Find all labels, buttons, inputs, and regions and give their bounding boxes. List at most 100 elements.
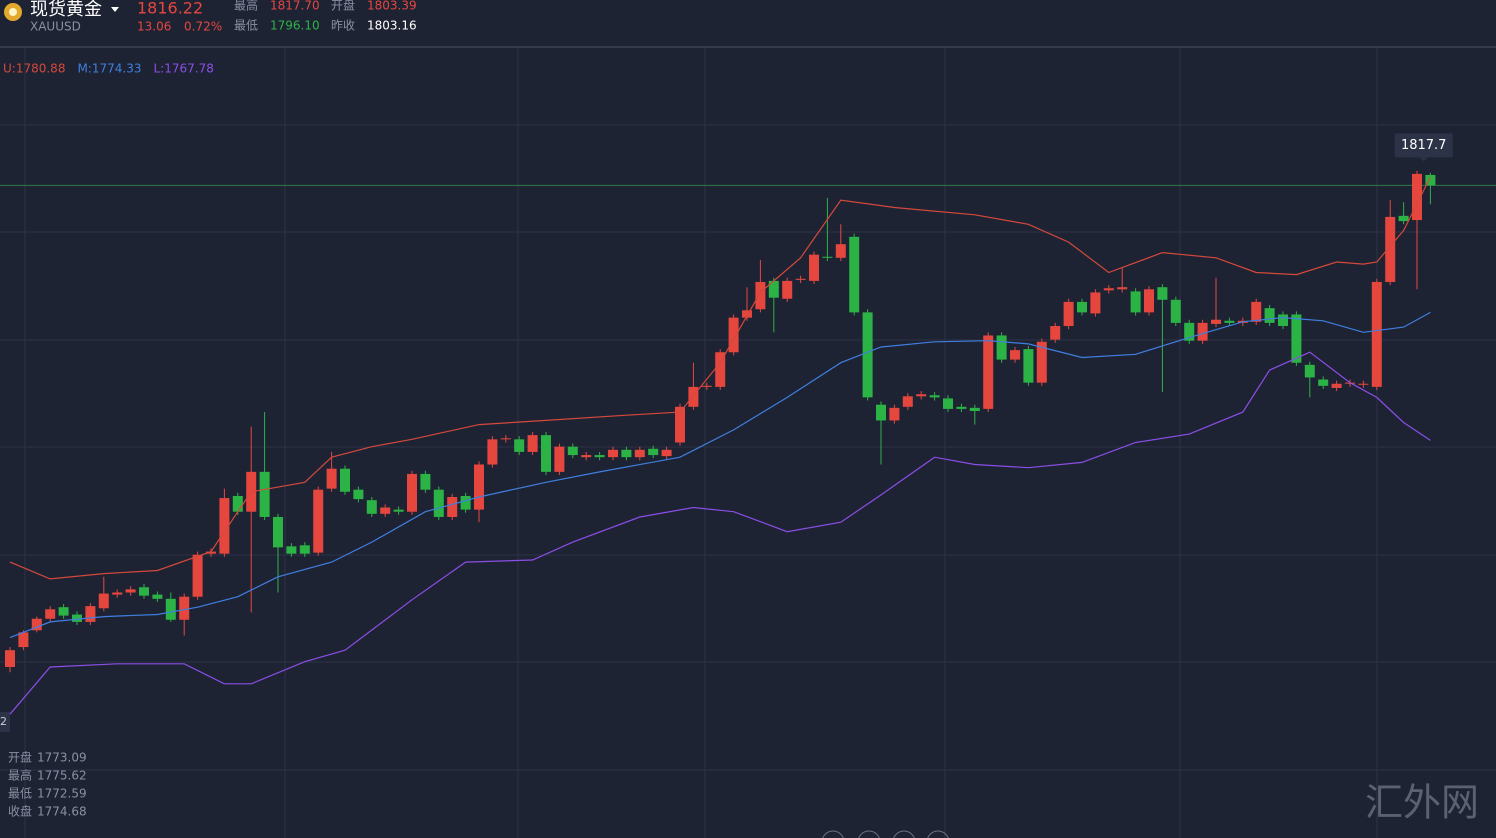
candle-body: [1103, 288, 1114, 291]
candle-body: [219, 498, 230, 554]
candle-body: [1117, 287, 1128, 290]
candle-body: [460, 495, 471, 510]
candle-body: [996, 335, 1007, 360]
candle-body: [795, 278, 806, 280]
price-tooltip-label: 1817.7: [1401, 138, 1447, 153]
candle-body: [608, 449, 618, 458]
candle-body: [1224, 320, 1235, 323]
price-tooltip-pointer: [1419, 157, 1428, 162]
candle-body: [393, 509, 404, 512]
gold-icon-inner: [9, 8, 17, 16]
candle-body: [5, 650, 15, 667]
candle-body: [1291, 314, 1302, 363]
candle-body: [902, 396, 913, 407]
ohlc-value: 1775.62: [37, 769, 87, 783]
legend-entry: L:1767.78: [153, 62, 213, 76]
candle-body: [474, 464, 484, 510]
candle-body: [326, 468, 337, 489]
price-change: 13.06: [137, 20, 171, 34]
candle-body: [18, 632, 29, 648]
ohlc-value: 1773.09: [37, 751, 87, 765]
candle-body: [835, 244, 846, 258]
bottom-controls[interactable]: [822, 830, 949, 838]
legend-entry: M:1774.33: [77, 62, 141, 76]
ohlc-value: 1772.59: [37, 787, 87, 801]
ohlc-label: 开盘: [8, 750, 32, 765]
band-line: [9, 351, 1431, 715]
price-change-pct: 0.72%: [184, 20, 222, 34]
legend-entry: U:1780.88: [3, 62, 65, 76]
instrument-name[interactable]: 现货黄金: [30, 0, 102, 20]
candle-body: [1358, 383, 1369, 385]
candle-body: [1036, 341, 1047, 383]
candle-body: [1063, 301, 1074, 327]
candle-body: [299, 545, 310, 554]
candle-body: [1412, 173, 1422, 221]
candle-body: [313, 489, 324, 553]
candle-body: [889, 407, 900, 421]
dropdown-arrow[interactable]: [111, 7, 119, 12]
candle-body: [192, 554, 203, 597]
candle-body: [1170, 299, 1181, 323]
ohlc-label: 收盘: [8, 804, 32, 819]
candle-body: [983, 335, 994, 409]
candle-body: [1385, 216, 1396, 282]
candle-body: [85, 606, 96, 622]
candle-body: [1371, 281, 1382, 387]
stat-value: 1817.70: [270, 0, 320, 13]
candle-body: [675, 406, 685, 443]
candle-body: [581, 455, 592, 458]
candle-body: [514, 439, 525, 452]
candle-body: [1318, 379, 1329, 386]
candle-body: [206, 551, 216, 554]
candle-body: [1398, 215, 1409, 222]
candle-body: [728, 317, 739, 353]
candle-body: [72, 614, 82, 622]
candle-body: [1144, 289, 1154, 313]
candle-body: [876, 404, 886, 421]
stat-label: 昨收: [331, 19, 355, 33]
candle-body: [943, 398, 953, 409]
grid: [0, 48, 1496, 838]
candle-body: [1023, 349, 1034, 383]
candle-body: [688, 386, 699, 407]
ohlc-value: 1774.68: [37, 805, 87, 819]
candle-body: [165, 598, 176, 620]
candle-body: [259, 471, 270, 517]
candle-body: [862, 312, 873, 398]
price-tooltip: [1394, 133, 1453, 158]
candle-body: [340, 468, 350, 492]
candle-body: [1184, 322, 1195, 341]
plot-area: [0, 170, 1496, 715]
candle-body: [715, 352, 726, 387]
candle-body: [1157, 287, 1168, 300]
candle-body: [621, 449, 632, 458]
candle-body: [1050, 326, 1061, 340]
band-line: [9, 311, 1431, 639]
candle-body: [916, 394, 927, 397]
candle-body: [822, 256, 833, 258]
crosshair-axis-label: 2: [0, 715, 7, 728]
candle-body: [554, 446, 565, 472]
candle-body: [420, 473, 431, 490]
candle-body: [1090, 292, 1101, 314]
candle-body: [701, 385, 712, 387]
candle-body: [31, 618, 42, 631]
ohlc-label: 最高: [8, 768, 32, 783]
candle-body: [782, 280, 793, 299]
candle-body: [433, 489, 444, 517]
candle-body: [366, 500, 377, 514]
candle-body: [407, 473, 417, 512]
crosshair-axis-box: [0, 712, 10, 732]
candle-body: [648, 448, 659, 456]
candle-body: [125, 589, 136, 593]
candle-body: [742, 310, 752, 318]
watermark: 汇外网: [1365, 781, 1479, 825]
last-price: 1816.22: [137, 0, 203, 18]
candle-body: [1077, 301, 1087, 313]
candle-body: [139, 587, 149, 596]
band-line: [9, 176, 1431, 580]
candle-body: [661, 449, 672, 457]
stat-label: 开盘: [331, 0, 355, 13]
